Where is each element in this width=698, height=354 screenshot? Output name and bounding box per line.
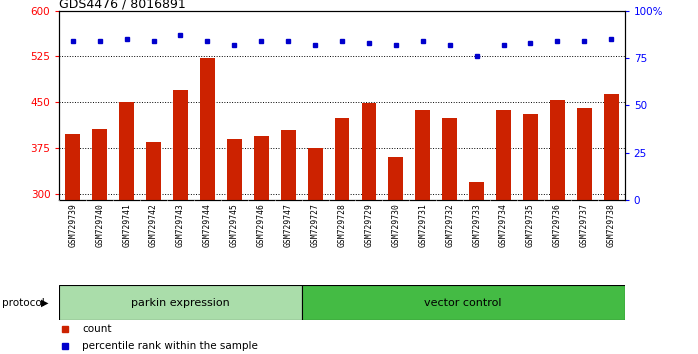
Bar bbox=[415, 110, 430, 354]
Bar bbox=[302, 285, 625, 320]
Bar bbox=[254, 136, 269, 354]
Bar bbox=[59, 285, 302, 320]
Bar bbox=[92, 129, 107, 354]
Text: GSM729731: GSM729731 bbox=[418, 204, 427, 247]
Bar bbox=[443, 118, 457, 354]
Text: ▶: ▶ bbox=[40, 298, 48, 308]
Text: GSM729741: GSM729741 bbox=[122, 204, 131, 247]
Text: GSM729730: GSM729730 bbox=[392, 204, 401, 247]
Text: GSM729737: GSM729737 bbox=[580, 204, 589, 247]
Text: GSM729735: GSM729735 bbox=[526, 204, 535, 247]
Bar bbox=[469, 182, 484, 354]
Bar bbox=[281, 130, 295, 354]
Bar bbox=[604, 94, 618, 354]
Bar bbox=[146, 142, 161, 354]
Text: GSM729740: GSM729740 bbox=[95, 204, 104, 247]
Text: GSM729745: GSM729745 bbox=[230, 204, 239, 247]
Bar bbox=[200, 58, 215, 354]
Text: GSM729747: GSM729747 bbox=[283, 204, 292, 247]
Text: GSM729732: GSM729732 bbox=[445, 204, 454, 247]
Bar bbox=[119, 102, 134, 354]
Text: GSM729743: GSM729743 bbox=[176, 204, 185, 247]
Bar bbox=[308, 148, 322, 354]
Bar bbox=[523, 114, 538, 354]
Text: GSM729746: GSM729746 bbox=[257, 204, 266, 247]
Text: GSM729734: GSM729734 bbox=[499, 204, 508, 247]
Bar bbox=[362, 103, 376, 354]
Text: vector control: vector control bbox=[424, 298, 502, 308]
Bar bbox=[496, 110, 511, 354]
Text: parkin expression: parkin expression bbox=[131, 298, 230, 308]
Text: GSM729733: GSM729733 bbox=[472, 204, 481, 247]
Bar bbox=[227, 139, 242, 354]
Text: percentile rank within the sample: percentile rank within the sample bbox=[82, 341, 258, 350]
Text: GSM729738: GSM729738 bbox=[607, 204, 616, 247]
Text: GSM729727: GSM729727 bbox=[311, 204, 320, 247]
Text: count: count bbox=[82, 324, 112, 334]
Text: GSM729739: GSM729739 bbox=[68, 204, 77, 247]
Bar bbox=[173, 90, 188, 354]
Text: GSM729729: GSM729729 bbox=[364, 204, 373, 247]
Text: GDS4476 / 8016891: GDS4476 / 8016891 bbox=[59, 0, 186, 11]
Text: GSM729736: GSM729736 bbox=[553, 204, 562, 247]
Bar bbox=[66, 134, 80, 354]
Bar bbox=[334, 118, 350, 354]
Text: GSM729742: GSM729742 bbox=[149, 204, 158, 247]
Bar bbox=[550, 101, 565, 354]
Bar bbox=[577, 108, 592, 354]
Text: GSM729744: GSM729744 bbox=[203, 204, 212, 247]
Text: protocol: protocol bbox=[2, 298, 45, 308]
Bar bbox=[389, 157, 403, 354]
Text: GSM729728: GSM729728 bbox=[338, 204, 346, 247]
